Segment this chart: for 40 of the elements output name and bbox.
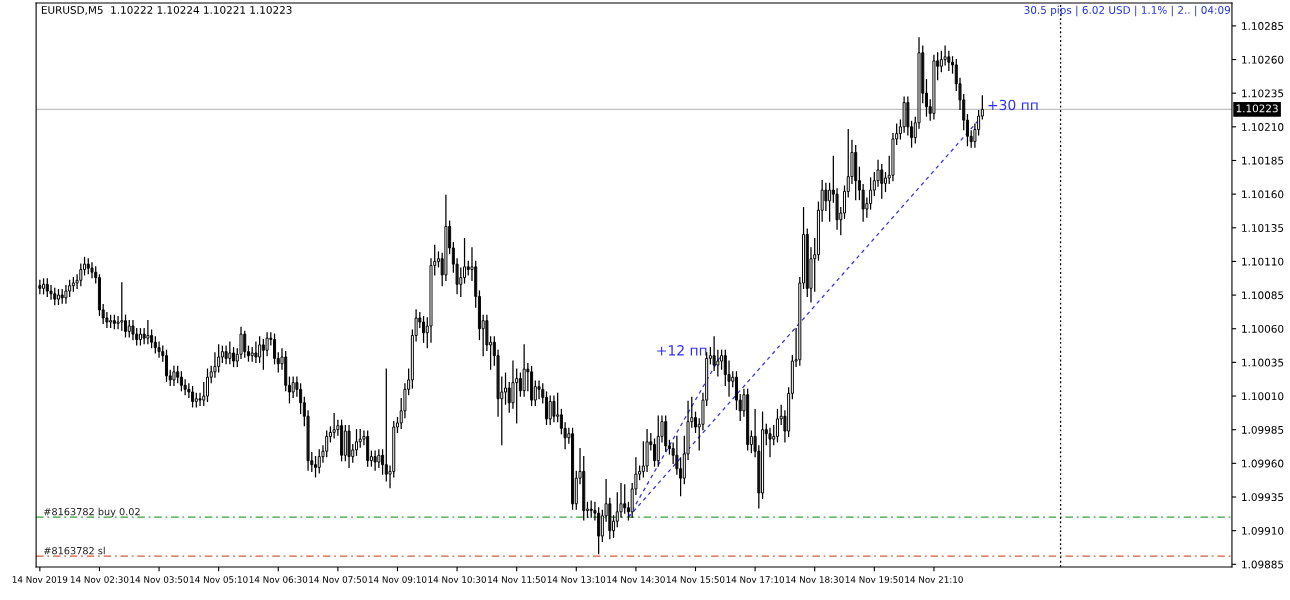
x-tick-label: 14 Nov 10:30: [428, 576, 486, 583]
y-tick-label: 1.10010: [1242, 392, 1284, 401]
x-tick-label: 14 Nov 06:30: [249, 576, 308, 583]
x-tick-label: 14 Nov 02:30: [70, 576, 129, 583]
y-tick-label: 1.10235: [1242, 89, 1284, 98]
x-tick-label: 14 Nov 07:50: [309, 576, 367, 583]
y-tick-label: 1.10285: [1242, 22, 1284, 30]
y-tick-label: 1.10110: [1242, 257, 1284, 266]
y-tick-label: 1.10260: [1242, 55, 1284, 64]
y-tick-label: 1.09985: [1242, 425, 1284, 434]
y-tick-label: 1.09885: [1242, 560, 1284, 569]
y-tick-label: 1.09960: [1242, 459, 1284, 468]
y-tick-label: 1.10035: [1242, 358, 1284, 367]
x-tick-label: 14 Nov 14:30: [607, 576, 665, 583]
x-tick-label: 14 Nov 19:50: [845, 576, 904, 583]
y-tick-label: 1.09935: [1242, 493, 1284, 502]
x-tick-label: 14 Nov 2019: [12, 576, 68, 583]
series-label: +30 пп: [988, 99, 1038, 111]
chart-title: EURUSD,M5 1.10222 1.10224 1.10221 1.10223: [41, 6, 292, 15]
x-tick-label: 14 Nov 09:10: [368, 576, 427, 583]
y-tick-label: 1.10135: [1242, 224, 1284, 232]
x-tick-label: 14 Nov 05:10: [190, 576, 248, 583]
y-tick-label: 1.10060: [1242, 324, 1284, 333]
annotation: 30.5 pips | 6.02 USD | 1.1% | 2.. | 04:09: [1024, 5, 1231, 17]
x-tick-label: 14 Nov 11:50: [488, 576, 546, 583]
ref-line-label: 1.10223: [1236, 104, 1278, 113]
x-tick-label: 14 Nov 03:50: [130, 576, 188, 583]
y-tick-label: 1.10210: [1242, 123, 1284, 131]
y-tick-label: 1.09910: [1242, 526, 1284, 535]
x-tick-label: 14 Nov 13:10: [547, 576, 606, 583]
ref-line-label: #8163782 buy 0.02: [44, 507, 140, 518]
x-tick-label: 14 Nov 17:10: [726, 576, 785, 583]
y-tick-label: 1.10185: [1242, 156, 1284, 165]
y-tick-label: 1.10085: [1242, 291, 1284, 300]
x-tick-label: 14 Nov 21:10: [905, 576, 963, 583]
x-tick-label: 14 Nov 15:50: [666, 576, 725, 583]
series-label: +12 пп: [657, 345, 707, 356]
x-tick-label: 14 Nov 18:30: [786, 576, 844, 583]
y-tick-label: 1.10160: [1242, 190, 1284, 199]
ref-line-label: #8163782 sl: [44, 546, 105, 555]
